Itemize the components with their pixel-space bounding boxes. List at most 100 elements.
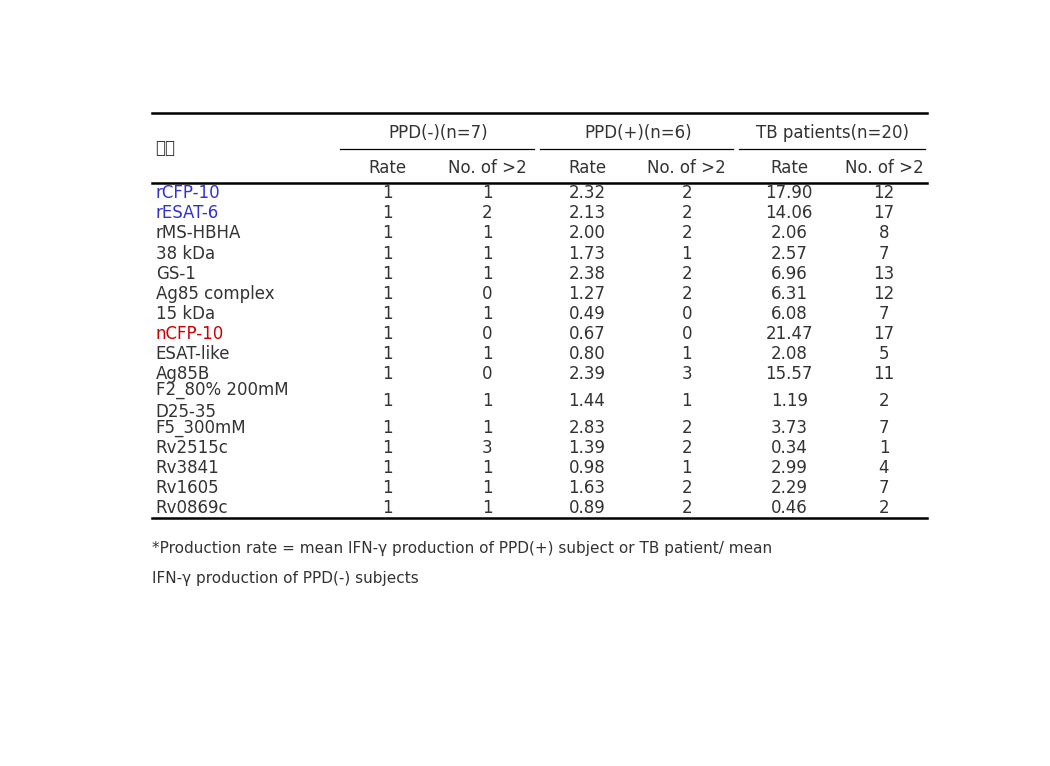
Text: 6.96: 6.96	[771, 264, 807, 283]
Text: 7: 7	[879, 480, 889, 497]
Text: No. of >2: No. of >2	[647, 159, 726, 177]
Text: 15.57: 15.57	[765, 365, 813, 383]
Text: 1: 1	[382, 392, 393, 410]
Text: 2.83: 2.83	[568, 419, 606, 437]
Text: 1: 1	[482, 392, 492, 410]
Text: 1: 1	[681, 460, 692, 477]
Text: 1: 1	[681, 392, 692, 410]
Text: 1: 1	[382, 305, 393, 322]
Text: Rv0869c: Rv0869c	[155, 499, 228, 517]
Text: 항원: 항원	[155, 139, 175, 157]
Text: IFN-γ production of PPD(-) subjects: IFN-γ production of PPD(-) subjects	[151, 571, 418, 587]
Text: 8: 8	[879, 224, 889, 243]
Text: rMS-HBHA: rMS-HBHA	[155, 224, 242, 243]
Text: 1: 1	[482, 224, 492, 243]
Text: ESAT-like: ESAT-like	[155, 345, 230, 363]
Text: 17: 17	[874, 325, 895, 342]
Text: PPD(-)(n=7): PPD(-)(n=7)	[388, 123, 488, 142]
Text: rCFP-10: rCFP-10	[155, 185, 220, 202]
Text: 7: 7	[879, 244, 889, 263]
Text: 2: 2	[879, 499, 889, 517]
Text: Rate: Rate	[770, 159, 808, 177]
Text: rESAT-6: rESAT-6	[155, 205, 218, 222]
Text: 0: 0	[482, 325, 492, 342]
Text: 2.00: 2.00	[568, 224, 606, 243]
Text: F2_80% 200mM
D25-35: F2_80% 200mM D25-35	[155, 381, 289, 421]
Text: 21.47: 21.47	[765, 325, 813, 342]
Text: 14.06: 14.06	[765, 205, 813, 222]
Text: 12: 12	[874, 185, 895, 202]
Text: 1.44: 1.44	[568, 392, 606, 410]
Text: 1: 1	[482, 499, 492, 517]
Text: 1: 1	[681, 345, 692, 363]
Text: 2: 2	[681, 285, 692, 303]
Text: 0.34: 0.34	[771, 439, 807, 457]
Text: 0.89: 0.89	[569, 499, 605, 517]
Text: 4: 4	[879, 460, 889, 477]
Text: 2: 2	[681, 419, 692, 437]
Text: No. of >2: No. of >2	[448, 159, 527, 177]
Text: 2.29: 2.29	[771, 480, 807, 497]
Text: 2.08: 2.08	[771, 345, 807, 363]
Text: 17: 17	[874, 205, 895, 222]
Text: 6.31: 6.31	[771, 285, 807, 303]
Text: 1: 1	[382, 224, 393, 243]
Text: 2: 2	[681, 185, 692, 202]
Text: nCFP-10: nCFP-10	[155, 325, 224, 342]
Text: 2.06: 2.06	[771, 224, 807, 243]
Text: 17.90: 17.90	[765, 185, 813, 202]
Text: 1: 1	[382, 264, 393, 283]
Text: 1: 1	[382, 345, 393, 363]
Text: 7: 7	[879, 305, 889, 322]
Text: 0: 0	[681, 325, 692, 342]
Text: 1.39: 1.39	[568, 439, 606, 457]
Text: Rate: Rate	[568, 159, 606, 177]
Text: 0.80: 0.80	[569, 345, 605, 363]
Text: F5_300mM: F5_300mM	[155, 419, 247, 437]
Text: Rv1605: Rv1605	[155, 480, 219, 497]
Text: 2: 2	[681, 205, 692, 222]
Text: 0: 0	[681, 305, 692, 322]
Text: 2.13: 2.13	[568, 205, 606, 222]
Text: TB patients(n=20): TB patients(n=20)	[756, 123, 909, 142]
Text: Rv2515c: Rv2515c	[155, 439, 229, 457]
Text: 3: 3	[482, 439, 492, 457]
Text: 1: 1	[482, 419, 492, 437]
Text: 2.38: 2.38	[568, 264, 606, 283]
Text: 1: 1	[482, 264, 492, 283]
Text: 1: 1	[382, 285, 393, 303]
Text: 1: 1	[382, 460, 393, 477]
Text: 2: 2	[681, 224, 692, 243]
Text: 1: 1	[681, 244, 692, 263]
Text: 1: 1	[482, 185, 492, 202]
Text: PPD(+)(n=6): PPD(+)(n=6)	[584, 123, 692, 142]
Text: 1.19: 1.19	[771, 392, 807, 410]
Text: 3: 3	[681, 365, 692, 383]
Text: 1: 1	[382, 499, 393, 517]
Text: 2.39: 2.39	[568, 365, 606, 383]
Text: 2: 2	[681, 264, 692, 283]
Text: 11: 11	[874, 365, 895, 383]
Text: 15 kDa: 15 kDa	[155, 305, 215, 322]
Text: 1: 1	[382, 325, 393, 342]
Text: 1: 1	[382, 205, 393, 222]
Text: Rate: Rate	[369, 159, 406, 177]
Text: 2: 2	[681, 480, 692, 497]
Text: 12: 12	[874, 285, 895, 303]
Text: 13: 13	[874, 264, 895, 283]
Text: 2.32: 2.32	[568, 185, 606, 202]
Text: 1.63: 1.63	[568, 480, 606, 497]
Text: 0.46: 0.46	[771, 499, 807, 517]
Text: Rv3841: Rv3841	[155, 460, 219, 477]
Text: 1: 1	[382, 244, 393, 263]
Text: 1: 1	[482, 305, 492, 322]
Text: 1: 1	[482, 460, 492, 477]
Text: 0: 0	[482, 365, 492, 383]
Text: 2: 2	[681, 439, 692, 457]
Text: 1: 1	[382, 365, 393, 383]
Text: 0.49: 0.49	[569, 305, 605, 322]
Text: 1: 1	[382, 439, 393, 457]
Text: 0: 0	[482, 285, 492, 303]
Text: 2.99: 2.99	[771, 460, 807, 477]
Text: 7: 7	[879, 419, 889, 437]
